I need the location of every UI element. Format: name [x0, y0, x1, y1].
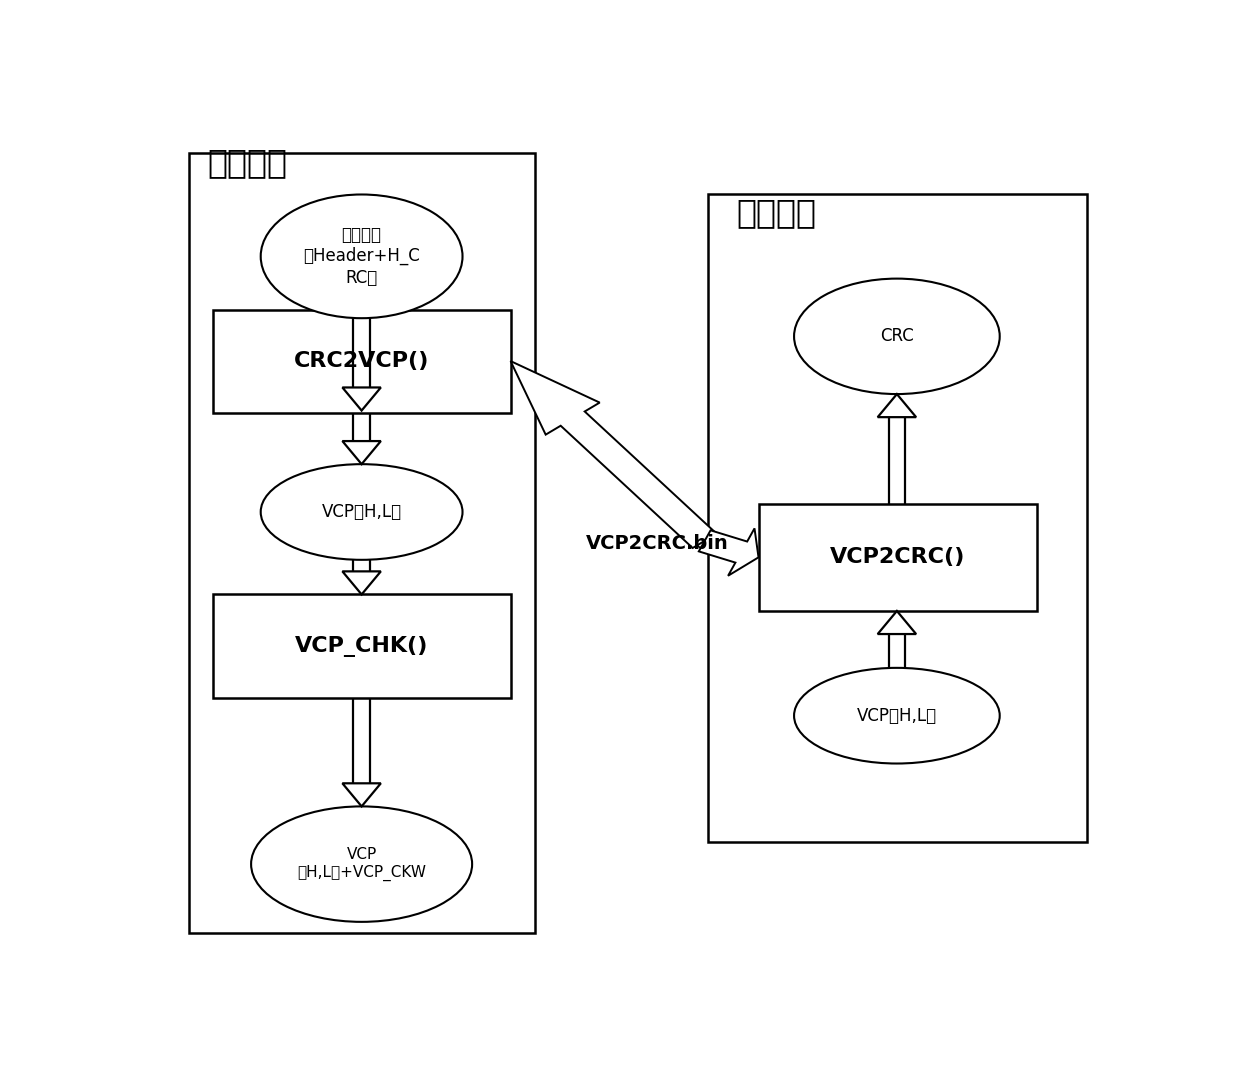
Ellipse shape	[794, 668, 999, 764]
Polygon shape	[342, 441, 381, 464]
Polygon shape	[342, 571, 381, 594]
Polygon shape	[342, 388, 381, 410]
Text: CRC: CRC	[880, 328, 914, 345]
Ellipse shape	[260, 195, 463, 318]
Bar	[708, 195, 1087, 842]
Bar	[213, 310, 511, 413]
Polygon shape	[878, 394, 916, 417]
Text: VCP（H,L）: VCP（H,L）	[857, 707, 937, 725]
Text: 接收处理: 接收处理	[208, 147, 288, 180]
Text: VCP2CRC.bin: VCP2CRC.bin	[585, 534, 728, 554]
Ellipse shape	[250, 806, 472, 922]
Polygon shape	[511, 361, 717, 548]
Text: VCP2CRC(): VCP2CRC()	[830, 547, 966, 568]
Text: 发送处理: 发送处理	[737, 196, 816, 229]
Polygon shape	[342, 783, 381, 806]
Text: 消息数据
（Header+H_C
RC）: 消息数据 （Header+H_C RC）	[304, 226, 420, 287]
Text: VCP（H,L）: VCP（H,L）	[321, 503, 402, 521]
Bar	[188, 153, 534, 933]
Ellipse shape	[794, 278, 999, 394]
Ellipse shape	[260, 464, 463, 560]
Text: VCP
（H,L）+VCP_CKW: VCP （H,L）+VCP_CKW	[298, 847, 427, 881]
Polygon shape	[878, 610, 916, 634]
Polygon shape	[699, 528, 759, 576]
Bar	[213, 594, 511, 697]
Bar	[759, 503, 1037, 610]
Text: VCP_CHK(): VCP_CHK()	[295, 635, 428, 657]
Text: CRC2VCP(): CRC2VCP()	[294, 351, 429, 372]
